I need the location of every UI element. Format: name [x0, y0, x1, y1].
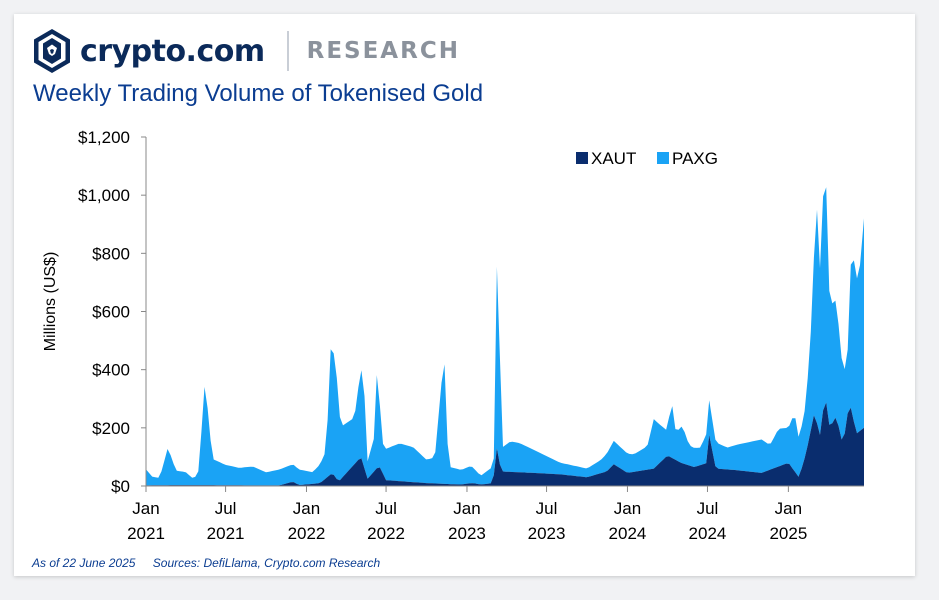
x-tick-label: 2024 — [689, 524, 727, 543]
x-tick-label: 2025 — [769, 524, 807, 543]
y-tick-label: $1,200 — [78, 128, 130, 147]
x-tick-label: Jul — [536, 499, 558, 518]
brand-header: crypto.com RESEARCH — [32, 28, 460, 74]
x-tick-label: Jan — [293, 499, 320, 518]
series-xaut-area — [146, 402, 864, 486]
y-tick-label: $0 — [111, 477, 130, 496]
x-tick-label: 2023 — [448, 524, 486, 543]
brand-name: crypto.com — [80, 33, 265, 69]
x-tick-label: 2022 — [367, 524, 405, 543]
footnote-sources: Sources: DefiLlama, Crypto.com Research — [152, 556, 381, 570]
x-tick-label: Jan — [453, 499, 480, 518]
brand-section: RESEARCH — [306, 38, 460, 64]
y-tick-label: $1,000 — [78, 186, 130, 205]
x-tick-label: Jan — [132, 499, 159, 518]
legend-label-paxg: PAXG — [672, 149, 718, 168]
footnote: As of 22 June 2025 Sources: DefiLlama, C… — [32, 556, 394, 570]
x-tick-label: Jul — [215, 499, 237, 518]
x-tick-label: 2022 — [288, 524, 326, 543]
legend-label-xaut: XAUT — [591, 149, 636, 168]
legend-swatch-xaut — [576, 152, 588, 164]
x-tick-label: Jan — [775, 499, 802, 518]
x-tick-label: 2023 — [528, 524, 566, 543]
chart-title: Weekly Trading Volume of Tokenised Gold — [33, 80, 484, 107]
y-tick-label: $200 — [92, 419, 130, 438]
x-tick-label: 2021 — [207, 524, 245, 543]
y-tick-label: $800 — [92, 244, 130, 263]
series-paxg-area — [146, 187, 864, 486]
brand-divider — [286, 31, 289, 71]
x-tick-label: Jul — [375, 499, 397, 518]
footnote-date: As of 22 June 2025 — [32, 556, 136, 570]
x-tick-label: Jan — [614, 499, 641, 518]
y-axis-title: Millions (US$) — [42, 252, 59, 352]
y-tick-label: $600 — [92, 303, 130, 322]
x-tick-label: 2021 — [127, 524, 165, 543]
legend-swatch-paxg — [657, 152, 669, 164]
x-tick-label: Jul — [697, 499, 719, 518]
crypto-com-logo-icon — [34, 29, 70, 73]
x-tick-label: 2024 — [609, 524, 647, 543]
y-tick-label: $400 — [92, 361, 130, 380]
